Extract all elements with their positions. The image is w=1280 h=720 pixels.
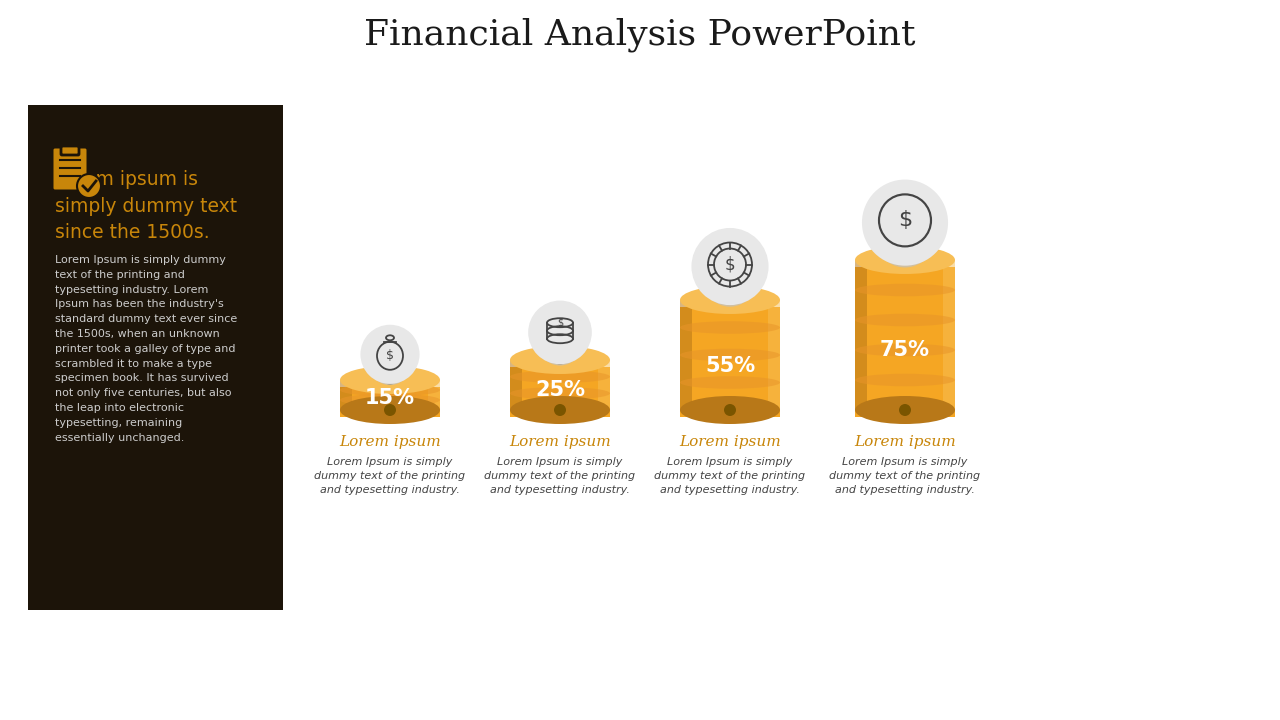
Ellipse shape bbox=[703, 236, 756, 303]
Text: Lorem Ipsum is simply
dummy text of the printing
and typesetting industry.: Lorem Ipsum is simply dummy text of the … bbox=[484, 457, 636, 495]
Polygon shape bbox=[943, 260, 955, 410]
Ellipse shape bbox=[855, 343, 955, 356]
Text: 25%: 25% bbox=[535, 380, 585, 400]
Ellipse shape bbox=[535, 305, 585, 366]
FancyBboxPatch shape bbox=[855, 267, 955, 417]
Ellipse shape bbox=[680, 321, 780, 334]
Text: 55%: 55% bbox=[705, 356, 755, 376]
Ellipse shape bbox=[680, 396, 780, 424]
Ellipse shape bbox=[855, 396, 955, 424]
Ellipse shape bbox=[340, 384, 440, 396]
Polygon shape bbox=[598, 360, 611, 410]
Circle shape bbox=[724, 404, 736, 416]
Ellipse shape bbox=[680, 376, 780, 389]
Text: Lorem Ipsum is simply
dummy text of the printing
and typesetting industry.: Lorem Ipsum is simply dummy text of the … bbox=[829, 457, 980, 495]
Polygon shape bbox=[509, 360, 522, 410]
Ellipse shape bbox=[509, 387, 611, 400]
Text: Lorem ipsum: Lorem ipsum bbox=[509, 435, 611, 449]
Ellipse shape bbox=[876, 189, 934, 264]
Ellipse shape bbox=[699, 233, 760, 307]
Ellipse shape bbox=[855, 284, 955, 297]
Text: Lorem ipsum is
simply dummy text
since the 1500s.: Lorem ipsum is simply dummy text since t… bbox=[55, 170, 237, 242]
Circle shape bbox=[529, 300, 591, 364]
Text: Lorem ipsum: Lorem ipsum bbox=[339, 435, 440, 449]
Ellipse shape bbox=[340, 366, 440, 394]
Ellipse shape bbox=[509, 396, 611, 424]
Ellipse shape bbox=[855, 246, 955, 274]
Ellipse shape bbox=[340, 394, 440, 406]
FancyBboxPatch shape bbox=[61, 146, 79, 155]
Ellipse shape bbox=[870, 185, 940, 267]
Ellipse shape bbox=[538, 307, 582, 363]
FancyBboxPatch shape bbox=[340, 387, 440, 417]
Circle shape bbox=[900, 255, 910, 265]
FancyBboxPatch shape bbox=[509, 367, 611, 417]
Circle shape bbox=[724, 295, 735, 305]
Text: $: $ bbox=[724, 256, 735, 274]
Ellipse shape bbox=[855, 314, 955, 326]
Ellipse shape bbox=[855, 374, 955, 387]
Text: $: $ bbox=[897, 210, 913, 230]
Circle shape bbox=[899, 404, 911, 416]
FancyBboxPatch shape bbox=[54, 148, 87, 189]
Text: 15%: 15% bbox=[365, 388, 415, 408]
Circle shape bbox=[554, 404, 566, 416]
FancyBboxPatch shape bbox=[680, 307, 780, 417]
Text: Financial Analysis PowerPoint: Financial Analysis PowerPoint bbox=[365, 18, 915, 53]
Circle shape bbox=[361, 325, 420, 384]
Circle shape bbox=[77, 174, 101, 198]
Ellipse shape bbox=[509, 370, 611, 383]
Ellipse shape bbox=[680, 286, 780, 314]
Text: Lorem Ipsum is simply
dummy text of the printing
and typesetting industry.: Lorem Ipsum is simply dummy text of the … bbox=[654, 457, 805, 495]
Polygon shape bbox=[428, 380, 440, 410]
Text: $: $ bbox=[387, 349, 394, 362]
Circle shape bbox=[691, 228, 768, 305]
Polygon shape bbox=[855, 260, 867, 410]
Text: 75%: 75% bbox=[881, 340, 931, 360]
Text: Lorem ipsum: Lorem ipsum bbox=[680, 435, 781, 449]
Text: Lorem Ipsum is simply
dummy text of the printing
and typesetting industry.: Lorem Ipsum is simply dummy text of the … bbox=[315, 457, 466, 495]
Circle shape bbox=[385, 375, 396, 385]
Circle shape bbox=[861, 179, 948, 266]
Circle shape bbox=[556, 355, 564, 365]
Ellipse shape bbox=[370, 331, 411, 382]
Circle shape bbox=[384, 404, 396, 416]
Text: Lorem ipsum: Lorem ipsum bbox=[854, 435, 956, 449]
Text: Lorem Ipsum is simply dummy
text of the printing and
typesetting industry. Lorem: Lorem Ipsum is simply dummy text of the … bbox=[55, 255, 237, 443]
Ellipse shape bbox=[340, 396, 440, 424]
Text: $: $ bbox=[557, 318, 563, 328]
Ellipse shape bbox=[509, 346, 611, 374]
Polygon shape bbox=[340, 380, 352, 410]
Ellipse shape bbox=[680, 348, 780, 361]
Ellipse shape bbox=[366, 328, 413, 385]
Polygon shape bbox=[768, 300, 780, 410]
FancyBboxPatch shape bbox=[28, 105, 283, 610]
Polygon shape bbox=[680, 300, 692, 410]
